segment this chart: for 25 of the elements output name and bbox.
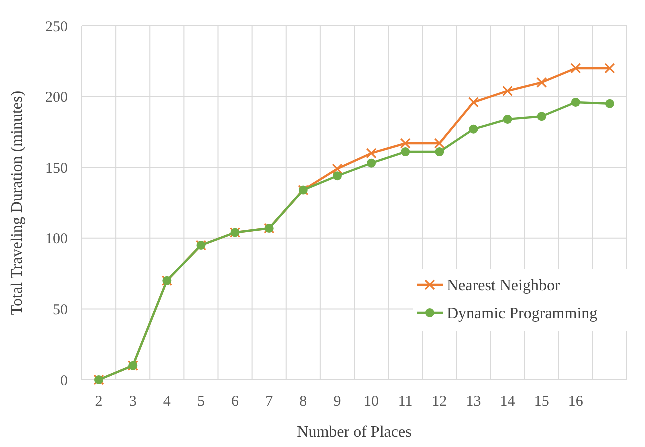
y-tick-label: 150 xyxy=(46,160,68,177)
x-tick-label: 5 xyxy=(197,394,205,410)
x-tick-label: 15 xyxy=(534,394,550,410)
y-tick-label: 250 xyxy=(46,19,68,36)
legend-label: Nearest Neighbor xyxy=(447,278,561,295)
x-tick-label: 8 xyxy=(300,394,308,410)
legend-label: Dynamic Programming xyxy=(447,306,598,323)
x-tick-label: 12 xyxy=(432,394,448,410)
x-tick-label: 9 xyxy=(334,394,342,410)
x-tick-label: 11 xyxy=(398,394,413,410)
x-tick-label: 10 xyxy=(364,394,380,410)
x-axis-title: Number of Places xyxy=(297,424,412,441)
x-tick-label: 13 xyxy=(466,394,482,410)
y-tick-label: 200 xyxy=(46,90,68,106)
x-tick-label: 16 xyxy=(568,394,584,410)
x-tick-label: 14 xyxy=(500,394,516,410)
x-tick-label: 6 xyxy=(232,394,240,410)
x-tick-label: 7 xyxy=(266,394,274,410)
x-tick-label: 4 xyxy=(163,394,172,410)
y-tick-label: 50 xyxy=(53,302,68,318)
y-tick-label: 100 xyxy=(46,232,68,248)
y-axis-title: Total Traveling Duration (minutes) xyxy=(9,90,26,316)
y-tick-label: 0 xyxy=(60,373,68,390)
x-tick-label: 2 xyxy=(95,394,103,410)
x-tick-label: 3 xyxy=(129,394,137,410)
